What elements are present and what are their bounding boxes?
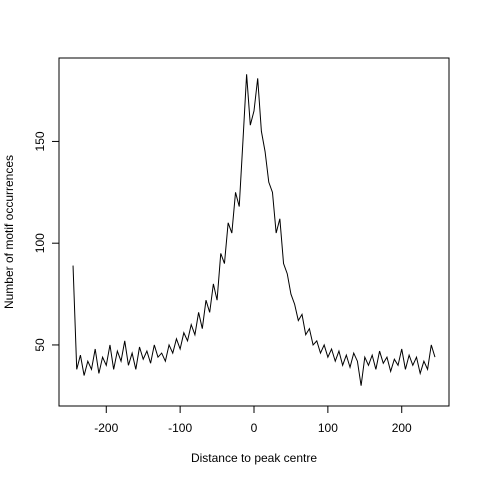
x-tick-label: 200 bbox=[392, 421, 412, 435]
x-tick-label: -100 bbox=[168, 421, 192, 435]
y-tick-label: 50 bbox=[33, 338, 47, 352]
y-tick-label: 150 bbox=[33, 131, 47, 151]
x-tick-label: 100 bbox=[318, 421, 338, 435]
y-axis-label: Number of motif occurrences bbox=[2, 155, 16, 309]
line bbox=[72, 74, 436, 386]
x-tick-label: -200 bbox=[94, 421, 118, 435]
x-tick-label: 0 bbox=[251, 421, 258, 435]
y-tick-label: 100 bbox=[33, 233, 47, 253]
x-axis-label: Distance to peak centre bbox=[191, 451, 317, 465]
